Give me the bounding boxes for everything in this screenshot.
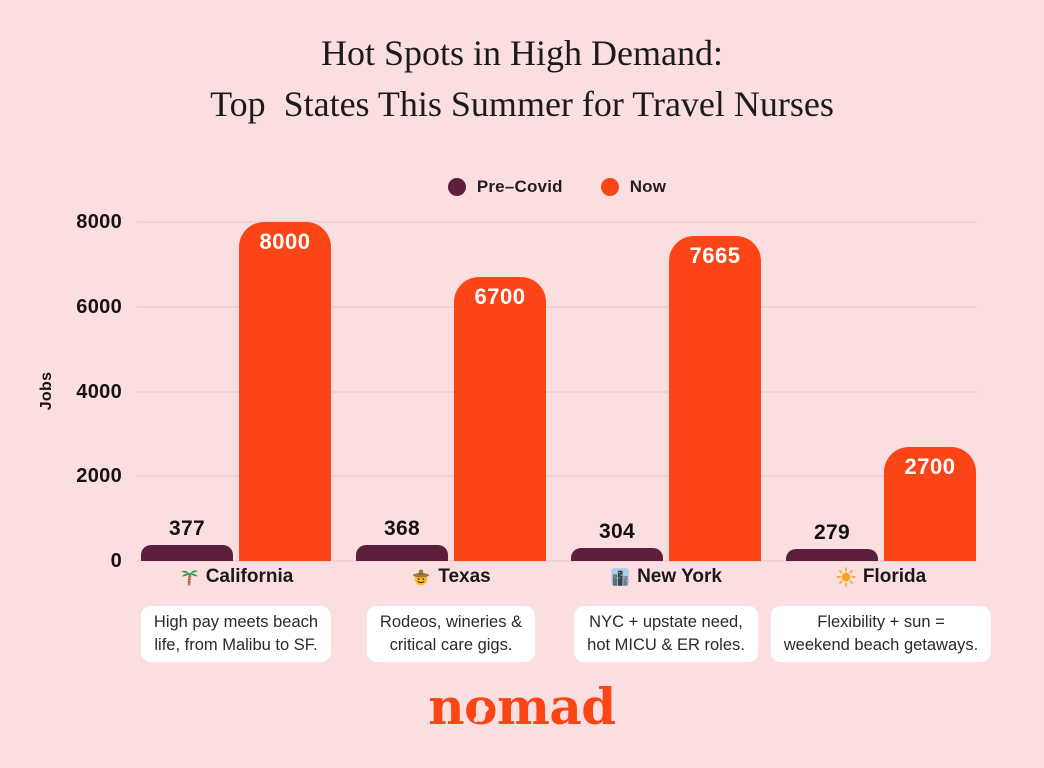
caption-line1: Flexibility + sun = [817, 613, 945, 631]
gridline-2000 [137, 475, 977, 478]
y-tick-label-2000: 2000 [76, 465, 122, 488]
caption-line2: hot MICU & ER roles. [587, 636, 745, 654]
x-axis-label-florida: Florida [731, 566, 1031, 588]
gridline-8000 [137, 221, 977, 223]
bar-pre-covid-texas [356, 545, 448, 561]
gridline-4000 [137, 390, 977, 393]
bar-value-pre-covid-new-york: 304 [599, 520, 635, 544]
bar-pre-covid-new-york [571, 548, 663, 561]
bar-pre-covid-florida [786, 549, 878, 561]
y-tick-label-0: 0 [110, 550, 122, 572]
gridline-6000 [137, 305, 977, 308]
chart-title: Hot Spots in High Demand: Top States Thi… [0, 34, 1044, 123]
chart-title-line2: Top States This Summer for Travel Nurses [210, 84, 834, 124]
caption-line2: weekend beach getaways. [783, 636, 979, 654]
bar-now-texas [454, 277, 546, 561]
bar-now-new-york [669, 236, 761, 561]
sun-icon [836, 567, 856, 587]
legend-item-now: Now [600, 177, 667, 197]
bar-value-pre-covid-texas: 368 [384, 517, 420, 541]
chart-title-line1: Hot Spots in High Demand: [321, 33, 723, 73]
caption-line2: critical care gigs. [389, 636, 513, 654]
legend-dot-pre-covid-icon [447, 178, 466, 196]
logo-text-start: n [428, 677, 465, 736]
bar-value-pre-covid-california: 377 [169, 517, 205, 541]
x-axis-label-texas: Texas [301, 566, 601, 588]
chart-legend: Pre–Covid Now [137, 175, 977, 199]
y-tick-label-8000: 8000 [76, 211, 122, 233]
logo-slashed-o: o [464, 677, 497, 736]
palm-tree-icon [179, 567, 199, 587]
caption-line2: life, from Malibu to SF. [154, 636, 318, 654]
x-axis-label-text: New York [637, 566, 722, 587]
caption-line1: Rodeos, wineries & [379, 613, 523, 631]
bar-value-now-florida: 2700 [904, 453, 956, 479]
caption-florida: Flexibility + sun = weekend beach getaway… [770, 606, 992, 662]
x-axis-label-text: California [205, 566, 294, 587]
caption-line1: NYC + upstate need, [589, 613, 743, 631]
bar-value-now-texas: 6700 [474, 284, 526, 310]
bar-value-now-new-york: 7665 [689, 243, 741, 269]
y-tick-label-6000: 6000 [76, 295, 122, 318]
cityscape-icon [610, 567, 630, 587]
bar-value-now-california: 8000 [259, 229, 311, 254]
nomad-logo: nomad [0, 682, 1044, 732]
legend-item-pre-covid: Pre–Covid [447, 177, 563, 197]
gridline-0 [137, 560, 977, 562]
x-axis-label-new-york: New York [516, 566, 816, 588]
legend-label-now: Now [629, 177, 667, 196]
bar-now-california [239, 222, 331, 561]
caption-california: High pay meets beach life, from Malibu to… [140, 606, 332, 662]
legend-dot-now-icon [600, 178, 619, 196]
x-axis-label-text: Florida [862, 566, 927, 587]
bar-pre-covid-california [141, 545, 233, 561]
logo-text-end: mad [496, 677, 616, 736]
y-tick-label-4000: 4000 [76, 380, 122, 403]
caption-texas: Rodeos, wineries & critical care gigs. [366, 606, 536, 662]
bar-value-pre-covid-florida: 279 [814, 521, 850, 545]
caption-line1: High pay meets beach [153, 613, 319, 631]
caption-new-york: NYC + upstate need, hot MICU & ER roles. [574, 606, 758, 662]
legend-label-pre-covid: Pre–Covid [476, 177, 563, 196]
x-axis-label-california: California [86, 566, 386, 588]
cowboy-hat-face-icon [411, 567, 431, 587]
x-axis-label-text: Texas [438, 566, 491, 587]
bar-now-florida [884, 446, 976, 561]
